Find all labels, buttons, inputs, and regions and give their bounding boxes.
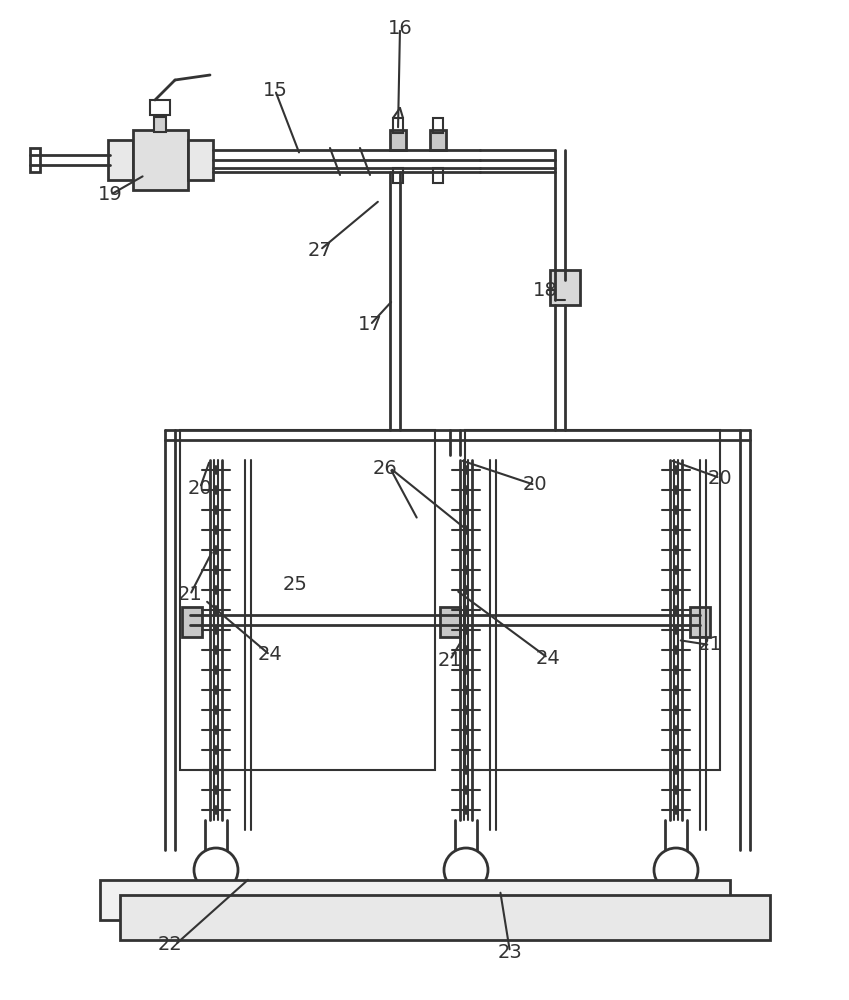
Bar — [430, 130, 446, 150]
Bar — [393, 168, 403, 183]
Bar — [393, 118, 403, 133]
Text: 20: 20 — [188, 479, 212, 497]
Bar — [390, 130, 406, 150]
Text: 20: 20 — [708, 468, 733, 488]
Text: 18: 18 — [532, 280, 558, 300]
Bar — [465, 430, 720, 770]
Text: 16: 16 — [388, 18, 413, 37]
Bar — [30, 148, 40, 172]
Text: 19: 19 — [98, 186, 122, 205]
Bar — [120, 895, 770, 940]
Text: 23: 23 — [498, 942, 522, 962]
Text: 21: 21 — [437, 650, 463, 670]
Text: 27: 27 — [307, 240, 332, 259]
Bar — [433, 168, 443, 183]
Text: 22: 22 — [158, 936, 183, 954]
Bar — [108, 140, 133, 180]
Bar — [690, 607, 710, 637]
Bar — [154, 117, 166, 132]
Text: 17: 17 — [357, 316, 382, 334]
Text: 20: 20 — [523, 476, 548, 494]
Bar — [150, 100, 170, 115]
Bar — [440, 607, 460, 637]
Text: 21: 21 — [177, 585, 202, 604]
Text: 26: 26 — [373, 458, 397, 478]
Bar — [433, 118, 443, 133]
Bar — [100, 880, 730, 920]
Text: 25: 25 — [283, 576, 307, 594]
Text: 21: 21 — [698, 636, 722, 654]
Bar — [182, 607, 202, 637]
Bar — [550, 270, 580, 305]
Bar — [133, 130, 188, 190]
Text: 15: 15 — [262, 81, 288, 100]
Bar — [188, 140, 213, 180]
Text: 24: 24 — [257, 646, 283, 664]
Bar — [180, 430, 435, 770]
Text: 24: 24 — [536, 648, 560, 668]
